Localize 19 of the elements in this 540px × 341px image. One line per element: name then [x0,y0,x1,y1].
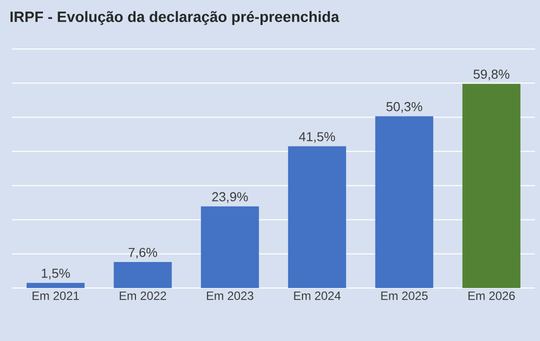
data-label: 59,8% [474,70,510,80]
bar [462,84,520,288]
data-label: 7,6% [128,248,158,259]
bar [114,262,172,288]
data-label: 50,3% [386,102,422,113]
bar [375,116,434,288]
x-tick-label: Em 2023 [206,292,254,300]
x-tick-label: Em 2026 [468,292,515,300]
bar [288,146,346,288]
bar [26,282,85,288]
x-tick-label: Em 2025 [381,292,428,300]
x-tick-label: Em 2022 [120,292,166,300]
chart-title: IRPF - Evolução da declaração pré-preenchida [10,10,340,26]
x-tick-label: Em 2024 [294,292,341,300]
bar [200,206,259,288]
x-tick-label: Em 2021 [32,292,79,300]
data-label: 1,5% [42,268,70,280]
data-label: 23,9% [212,192,248,203]
data-label: 41,5% [299,132,335,143]
